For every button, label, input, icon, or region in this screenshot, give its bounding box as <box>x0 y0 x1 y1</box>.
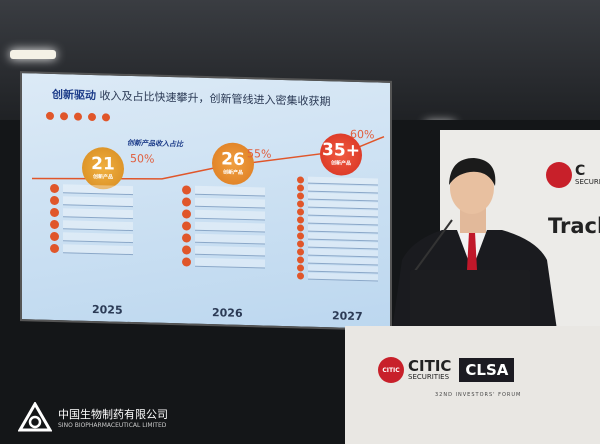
pipeline-item-label <box>63 244 133 256</box>
product-icon <box>50 243 59 254</box>
pipeline-item <box>182 245 265 257</box>
citic-brand: CITIC <box>408 356 452 375</box>
product-icon <box>50 219 59 230</box>
citic-seal-icon: CITIC <box>378 357 404 383</box>
pipeline-list-2027 <box>297 176 378 282</box>
backdrop-text: Track <box>548 214 600 238</box>
product-icon <box>50 207 59 218</box>
product-icon <box>50 231 59 242</box>
clsa-brand: CLSA <box>459 358 515 382</box>
product-icon <box>182 233 191 243</box>
share-2026: 55% <box>247 147 272 161</box>
company-name-cn: 中国生物制药有限公司 <box>58 407 168 421</box>
product-icon <box>297 184 304 192</box>
pipeline-item <box>50 183 133 196</box>
laptop <box>410 270 530 328</box>
company-name-en: SINO BIOPHARMACEUTICAL LIMITED <box>58 421 167 429</box>
product-icon <box>297 240 304 248</box>
product-icon <box>50 183 59 194</box>
product-icon <box>182 257 191 267</box>
pipeline-item-label <box>195 245 265 257</box>
event-name: 32ND INVESTORS' FORUM <box>435 392 522 398</box>
product-icon <box>50 195 59 206</box>
product-icon <box>297 256 304 264</box>
backdrop-logo: C SECURI <box>546 162 600 188</box>
product-icon <box>297 216 304 224</box>
pipeline-item <box>50 219 133 232</box>
pipeline-item <box>50 195 133 208</box>
citic-securities: SECURITIES <box>408 372 450 381</box>
milestone-circle-2025: 21 创新产品 <box>82 146 124 190</box>
product-icon <box>182 221 191 231</box>
product-icon <box>297 232 304 240</box>
sino-biopharm-logo-icon <box>18 402 52 432</box>
ceiling-light <box>10 50 56 59</box>
pipeline-item-label <box>195 221 265 233</box>
product-icon <box>182 209 191 219</box>
pipeline-item-label <box>63 184 133 196</box>
year-2026: 2026 <box>212 306 243 320</box>
pipeline-item <box>182 185 265 197</box>
year-2025: 2025 <box>92 303 123 317</box>
share-2027: 60% <box>350 127 375 142</box>
pipeline-item-label <box>63 232 133 244</box>
pipeline-item <box>182 209 265 221</box>
pipeline-item-label <box>195 209 265 221</box>
product-icon <box>297 224 304 232</box>
projection-slide: 创新驱动 收入及占比快速攀升，创新管线进入密集收获期 创新产品收入占比 21 创新… <box>20 71 392 331</box>
product-icon <box>182 185 191 195</box>
pipeline-item-label <box>195 185 265 197</box>
pipeline-item-label <box>63 196 133 208</box>
pipeline-item <box>50 207 133 220</box>
product-icon <box>297 176 304 184</box>
pipeline-item-label <box>195 257 265 269</box>
podium <box>345 326 600 444</box>
pipeline-item-label <box>63 208 133 220</box>
product-icon <box>297 200 304 208</box>
product-icon <box>297 264 304 272</box>
backdrop-brand-sub: SECURI <box>575 177 600 186</box>
pipeline-item <box>182 221 265 233</box>
share-2025: 50% <box>130 152 155 166</box>
product-icon <box>297 248 304 256</box>
pipeline-list-2026 <box>182 185 265 269</box>
pipeline-item <box>50 231 133 244</box>
product-icon <box>297 208 304 216</box>
watermark: 中国生物制药有限公司 SINO BIOPHARMACEUTICAL LIMITED <box>18 402 168 432</box>
product-icon <box>297 272 304 280</box>
product-icon <box>182 197 191 207</box>
product-icon <box>182 245 191 255</box>
pipeline-item <box>182 233 265 245</box>
pipeline-item-label <box>195 197 265 209</box>
citic-seal-icon <box>546 162 572 188</box>
year-2027: 2027 <box>332 309 363 324</box>
podium-logos: CITIC CITIC SECURITIES CLSA <box>378 356 515 383</box>
product-icon <box>297 192 304 200</box>
backdrop-brand: C <box>575 162 586 179</box>
pipeline-list-2025 <box>50 183 133 256</box>
pipeline-item-label <box>195 233 265 245</box>
pipeline-item-label <box>63 220 133 232</box>
pipeline-item <box>182 197 265 209</box>
